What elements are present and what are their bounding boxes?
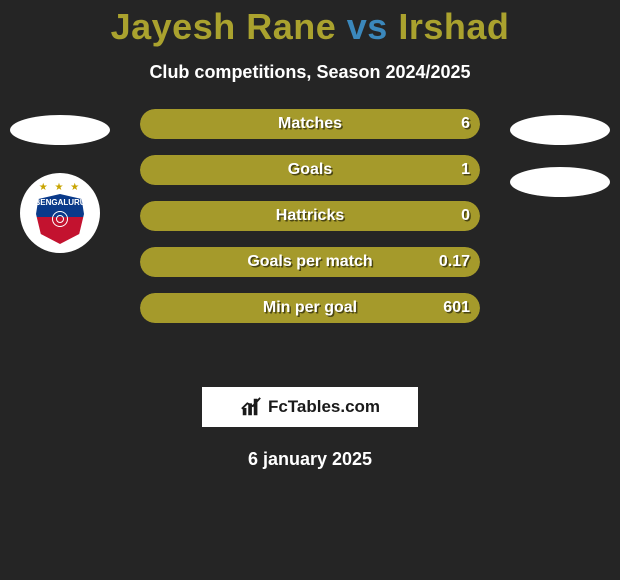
stat-value-right: 0: [461, 207, 470, 225]
stat-value-right: 0.17: [439, 253, 470, 271]
title-vs: vs: [347, 6, 388, 47]
stat-label: Goals: [288, 161, 332, 179]
title-player2: Irshad: [398, 6, 509, 47]
player2-clubicon-placeholder: [510, 167, 610, 197]
stat-value-right: 601: [443, 299, 470, 317]
stat-label: Goals per match: [247, 253, 372, 271]
stat-label: Min per goal: [263, 299, 357, 317]
stat-bars: Matches 6 Goals 1 Hattricks 0 Goals per match 0…: [140, 109, 480, 339]
stat-bar: Min per goal 601: [140, 293, 480, 323]
stat-label: Hattricks: [276, 207, 344, 225]
player1-photo-placeholder: [10, 115, 110, 145]
club-stars-icon: ★ ★ ★: [39, 182, 81, 193]
stat-bar: Goals 1: [140, 155, 480, 185]
stat-bar: Matches 6: [140, 109, 480, 139]
stat-bar-right: [310, 155, 480, 185]
bar-chart-icon: [240, 396, 262, 418]
title-player1: Jayesh Rane: [111, 6, 337, 47]
comparison-title: Jayesh Rane vs Irshad: [0, 0, 620, 48]
watermark-text: FcTables.com: [268, 397, 380, 417]
stat-bar: Hattricks 0: [140, 201, 480, 231]
club-ball-icon: [52, 211, 68, 227]
subtitle: Club competitions, Season 2024/2025: [0, 62, 620, 83]
player1-club-badge: ★ ★ ★ BENGALURU: [20, 173, 100, 253]
comparison-arena: ★ ★ ★ BENGALURU Matches 6 Goals 1 Hattricks 0…: [0, 109, 620, 369]
snapshot-date: 6 january 2025: [0, 449, 620, 470]
stat-value-right: 6: [461, 115, 470, 133]
stat-value-right: 1: [461, 161, 470, 179]
stat-label: Matches: [278, 115, 342, 133]
stat-bar: Goals per match 0.17: [140, 247, 480, 277]
player2-photo-placeholder: [510, 115, 610, 145]
club-name: BENGALURU: [34, 198, 85, 207]
fctables-watermark[interactable]: FcTables.com: [202, 387, 418, 427]
club-shield-icon: BENGALURU: [36, 194, 84, 244]
stat-bar-left: [140, 155, 310, 185]
